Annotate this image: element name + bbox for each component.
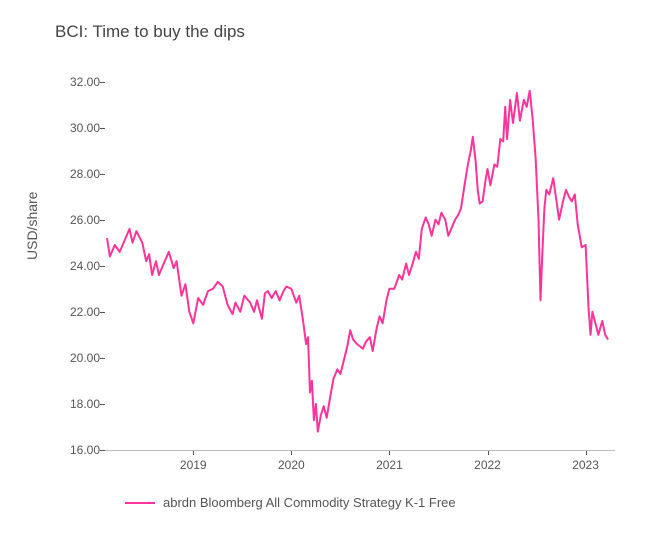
legend: abrdn Bloomberg All Commodity Strategy K…: [125, 495, 456, 510]
x-tick-label: 2019: [180, 458, 207, 472]
y-axis-label: USD/share: [24, 192, 40, 260]
y-tick-label: 16.00: [55, 443, 100, 457]
x-tick-label: 2022: [474, 458, 501, 472]
y-tick-label: 20.00: [55, 351, 100, 365]
chart-title: BCI: Time to buy the dips: [55, 22, 245, 42]
axis-line-bottom: [105, 450, 615, 451]
y-tick-label: 22.00: [55, 305, 100, 319]
x-tick-label: 2023: [572, 458, 599, 472]
x-tick-label: 2020: [278, 458, 305, 472]
plot-area: [105, 70, 615, 450]
y-tick-label: 24.00: [55, 259, 100, 273]
chart-container: BCI: Time to buy the dips USD/share 16.0…: [0, 0, 652, 538]
y-tick-label: 26.00: [55, 213, 100, 227]
x-tick-label: 2021: [376, 458, 403, 472]
series-line: [107, 91, 608, 432]
y-tick-label: 18.00: [55, 397, 100, 411]
chart-line-svg: [105, 70, 615, 450]
legend-label: abrdn Bloomberg All Commodity Strategy K…: [163, 495, 456, 510]
legend-line-swatch: [125, 502, 155, 504]
y-tick-label: 30.00: [55, 121, 100, 135]
y-tick-label: 32.00: [55, 75, 100, 89]
y-tick-label: 28.00: [55, 167, 100, 181]
